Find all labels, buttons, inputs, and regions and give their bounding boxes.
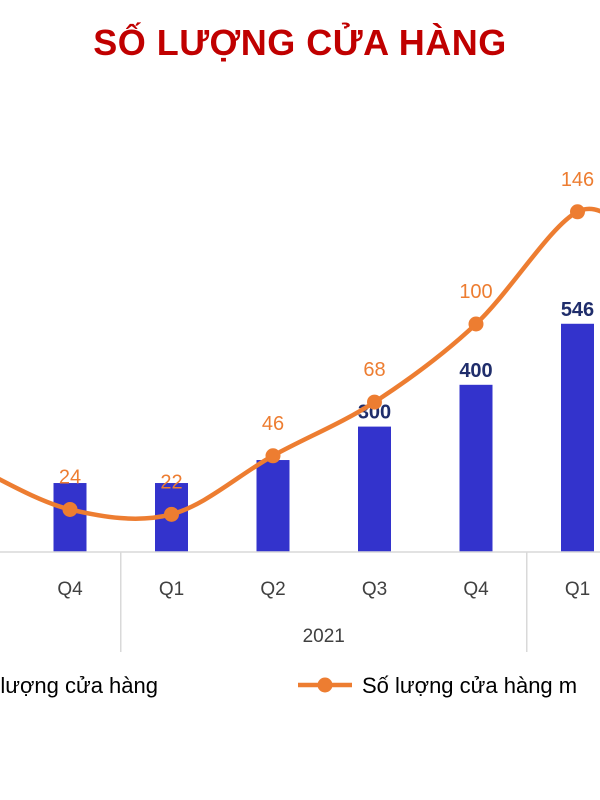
bar bbox=[459, 384, 493, 552]
line-data-label: 24 bbox=[59, 466, 81, 488]
bar bbox=[53, 483, 87, 552]
legend-label-line: Số lượng cửa hàng m bbox=[362, 673, 577, 698]
legend: Số lượng cửa hàng Số lượng cửa hàng m bbox=[0, 673, 577, 698]
line-data-label: 22 bbox=[160, 471, 182, 493]
chart-title: SỐ LƯỢNG CỬA HÀNG bbox=[93, 22, 507, 63]
line-point bbox=[164, 506, 179, 522]
x-tick-label: Q4 bbox=[57, 579, 83, 600]
legend-marker bbox=[317, 677, 333, 693]
x-tick-label: Q4 bbox=[463, 579, 489, 600]
line-point bbox=[62, 501, 78, 517]
x-tick-label: Q2 bbox=[260, 579, 285, 600]
bar-data-label: 400 bbox=[459, 360, 492, 382]
bar bbox=[256, 460, 290, 552]
x-tick-label: Q1 bbox=[565, 579, 590, 600]
line-data-label: 68 bbox=[363, 359, 385, 381]
x-tick-label: Q3 bbox=[362, 579, 387, 600]
line-point bbox=[265, 448, 281, 464]
line-point bbox=[468, 316, 484, 332]
line-data-label: 146 bbox=[561, 169, 594, 191]
line-data-label: 46 bbox=[262, 413, 284, 435]
line-point bbox=[367, 394, 382, 410]
bar-data-label: 546 bbox=[561, 299, 594, 321]
bar bbox=[561, 323, 594, 552]
line-point bbox=[570, 204, 585, 220]
line-path bbox=[0, 206, 600, 521]
x-group-label: 2021 bbox=[303, 626, 345, 647]
line-series: 24 22 46 68 100 146 bbox=[0, 169, 600, 522]
legend-label-bar: Số lượng cửa hàng bbox=[0, 673, 158, 698]
x-tick-label: Q1 bbox=[159, 579, 184, 600]
bar bbox=[358, 426, 391, 552]
x-axis: Q4 Q1 Q2 Q3 Q4 Q1 2021 bbox=[0, 551, 600, 652]
line-data-label: 100 bbox=[459, 281, 492, 303]
